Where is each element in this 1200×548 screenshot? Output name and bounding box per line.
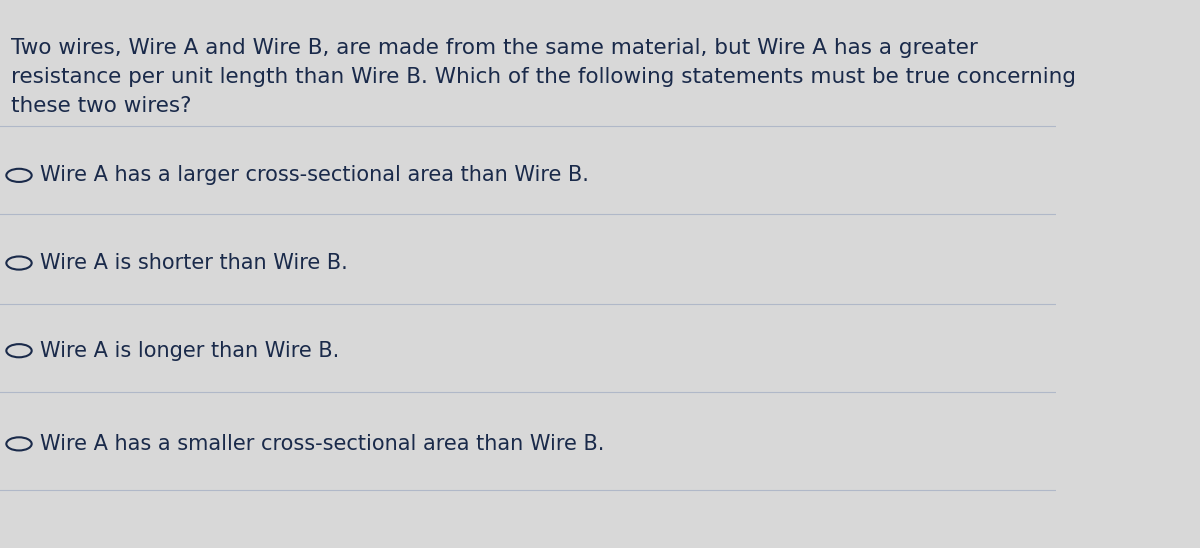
Text: Two wires, Wire A and Wire B, are made from the same material, but Wire A has a : Two wires, Wire A and Wire B, are made f… xyxy=(11,38,1075,116)
Text: Wire A has a larger cross-sectional area than Wire B.: Wire A has a larger cross-sectional area… xyxy=(40,165,589,185)
Text: Wire A is shorter than Wire B.: Wire A is shorter than Wire B. xyxy=(40,253,348,273)
Text: Wire A has a smaller cross-sectional area than Wire B.: Wire A has a smaller cross-sectional are… xyxy=(40,434,605,454)
Text: Wire A is longer than Wire B.: Wire A is longer than Wire B. xyxy=(40,341,340,361)
